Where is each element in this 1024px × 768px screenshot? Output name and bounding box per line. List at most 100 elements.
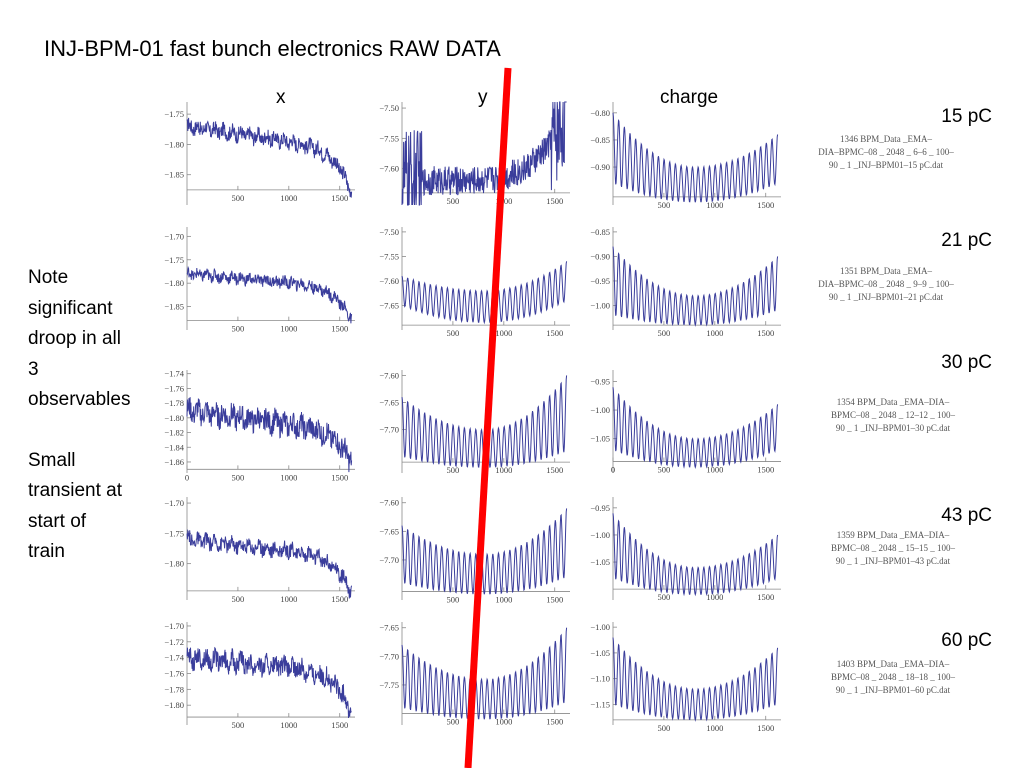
transient-line: train	[28, 541, 65, 562]
y-tick-label: −1.85	[164, 170, 184, 180]
x-tick-label: 500	[447, 465, 460, 475]
y-tick-label: −1.15	[590, 699, 610, 709]
x-tick-label: 1000	[495, 465, 512, 475]
y-tick-label: −1.75	[164, 528, 184, 538]
y-tick-label: −1.00	[590, 300, 610, 310]
data-trace	[401, 627, 568, 720]
x-tick-label: 1500	[546, 196, 563, 206]
column-header-x: x	[276, 87, 286, 108]
x-tick-label: 500	[232, 472, 245, 482]
file-name-43pc: 1359 BPM_Data _EMA–DIA– BPMC–08 _ 2048 _…	[813, 529, 973, 568]
file-name-line: 1346 BPM_Data _EMA–	[840, 134, 932, 144]
charge-label-15pc: 15 pC	[941, 106, 992, 127]
y-tick-label: −1.76	[164, 383, 184, 393]
y-tick-label: −1.80	[164, 278, 184, 288]
chart-y-15pc: −7.50 −7.55 −7.60 500 1000 1500	[379, 101, 570, 206]
y-tick-label: −1.78	[164, 398, 184, 408]
x-tick-label: 1500	[331, 720, 348, 730]
data-trace	[186, 646, 352, 719]
chart-charge-21pc: −0.85 −0.90 −0.95 −1.00 500 1000 1500	[590, 227, 781, 338]
x-tick-label: 1500	[757, 328, 774, 338]
y-tick-label: −7.70	[379, 555, 399, 565]
x-tick-label: 1500	[546, 465, 563, 475]
x-tick-label: 1000	[706, 592, 723, 602]
chart-charge-30pc: −0.95 −1.00 −1.05 0 500 1000 1500	[590, 370, 781, 475]
y-tick-label: −0.85	[590, 135, 610, 145]
x-tick-label: 1000	[280, 324, 297, 334]
y-tick-label: −0.80	[590, 108, 610, 118]
file-name-line: BPMC–08 _ 2048 _ 12–12 _ 100–	[830, 410, 955, 420]
y-tick-label: −0.85	[590, 227, 610, 237]
y-tick-label: −1.00	[590, 530, 610, 540]
y-tick-label: −1.70	[164, 231, 184, 241]
y-tick-label: −1.82	[164, 428, 184, 438]
file-name-line: 1403 BPM_Data _EMA–DIA–	[836, 659, 950, 669]
y-tick-label: −0.95	[590, 503, 610, 513]
x-tick-label: 1500	[546, 328, 563, 338]
y-tick-label: −7.65	[379, 300, 399, 310]
y-tick-label: −1.80	[164, 413, 184, 423]
data-trace	[612, 513, 779, 597]
y-tick-label: −1.70	[164, 498, 184, 508]
chart-x-30pc: −1.74 −1.76 −1.78 −1.80 −1.82 −1.84 −1.860 500 1…	[164, 369, 355, 482]
file-name-line: DIA–BPMC–08 _ 2048 _ 9–9 _ 100–	[818, 279, 954, 289]
x-tick-label: 1500	[331, 594, 348, 604]
x-tick-label: 1000	[706, 723, 723, 733]
chart-charge-15pc: −0.80 −0.85 −0.90 500 1000 1500	[590, 102, 781, 210]
chart-x-21pc: −1.70 −1.75 −1.80 −1.85 500 1000 1500	[164, 227, 355, 334]
y-tick-label: −0.95	[590, 276, 610, 286]
y-tick-label: −7.60	[379, 276, 399, 286]
chart-x-60pc: −1.70 −1.72 −1.74 −1.76 −1.78 −1.80 500 1000 150…	[164, 621, 355, 730]
x-tick-label: 500	[658, 328, 671, 338]
x-tick-label: 1000	[706, 465, 723, 475]
charge-label-30pc: 30 pC	[941, 352, 992, 373]
x-tick-label: 1000	[495, 328, 512, 338]
charge-label-21pc: 21 pC	[941, 230, 992, 251]
y-tick-label: −7.50	[379, 227, 399, 237]
x-tick-label: 500	[658, 592, 671, 602]
file-name-line: DIA–BPMC–08 _ 2048 _ 6–6 _ 100–	[818, 147, 954, 157]
y-tick-label: −1.76	[164, 669, 184, 679]
file-name-line: 90 _ 1 _INJ–BPM01–60 pC.dat	[835, 685, 951, 695]
x-tick-label: 500	[658, 200, 671, 210]
x-tick-label: 500	[447, 594, 460, 604]
note-line: Note	[28, 267, 69, 288]
chart-y-60pc: −7.65 −7.70 −7.75 500 1000 1500	[379, 622, 570, 727]
transient-line: transient at	[28, 480, 122, 501]
y-tick-label: −7.55	[379, 251, 399, 261]
y-tick-label: −7.55	[379, 133, 399, 143]
file-name-line: 90 _ 1 _INJ–BPM01–43 pC.dat	[835, 556, 951, 566]
file-name-line: BPMC–08 _ 2048 _ 18–18 _ 100–	[830, 672, 955, 682]
y-tick-label: −0.90	[590, 251, 610, 261]
x-tick-label: 1500	[757, 592, 774, 602]
data-trace	[186, 117, 353, 198]
y-tick-label: −1.74	[164, 369, 184, 379]
file-name-line: 90 _ 1 _INJ–BPM01–21 pC.dat	[828, 292, 944, 302]
y-tick-label: −1.75	[164, 255, 184, 265]
y-tick-label: −1.84	[164, 442, 184, 452]
chart-charge-43pc: −0.95 −1.00 −1.05 500 1000 1500	[590, 497, 781, 602]
y-tick-label: −1.80	[164, 139, 184, 149]
chart-y-43pc: −7.60 −7.65 −7.70 500 1000 1500	[379, 497, 570, 604]
chart-y-30pc: −7.60 −7.65 −7.70 500 1000 1500	[379, 370, 570, 475]
x-tick-label: 1000	[706, 328, 723, 338]
file-name-line: 90 _ 1 _INJ–BPM01–15 pC.dat	[828, 160, 944, 170]
y-tick-label: −1.74	[164, 653, 184, 663]
charge-label-43pc: 43 pC	[941, 505, 992, 526]
y-tick-label: −1.10	[590, 674, 610, 684]
x-tick-label: 500	[232, 193, 245, 203]
x-tick-label: 1500	[331, 193, 348, 203]
data-trace	[612, 387, 779, 470]
y-tick-label: −7.60	[379, 164, 399, 174]
chart-x-15pc: −1.75 −1.80 −1.85 500 1000 1500	[164, 102, 355, 205]
y-tick-label: −0.90	[590, 162, 610, 172]
chart-x-43pc: −1.70 −1.75 −1.80 500 1000 1500	[164, 497, 355, 604]
x-tick-label: 500	[447, 196, 460, 206]
file-name-line: 1351 BPM_Data _EMA–	[840, 266, 932, 276]
x-tick-label: 0	[611, 465, 615, 475]
note-line: droop in all	[28, 328, 121, 349]
file-name-21pc: 1351 BPM_Data _EMA– DIA–BPMC–08 _ 2048 _…	[806, 265, 966, 304]
y-tick-label: −7.65	[379, 398, 399, 408]
x-tick-label: 1000	[495, 196, 512, 206]
y-tick-label: −0.95	[590, 376, 610, 386]
